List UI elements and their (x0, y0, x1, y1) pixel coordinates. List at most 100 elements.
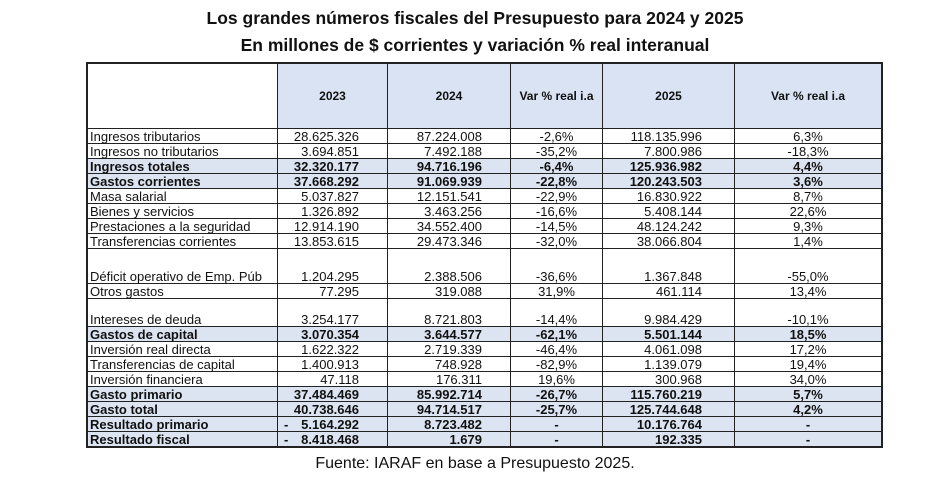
value-2025-text: 5.408.144 (644, 204, 702, 219)
value-2024-text: 748.928 (435, 357, 482, 372)
row-label: Transferencias de capital (86, 356, 278, 372)
value-2025-text: 1.367.848 (644, 269, 702, 284)
row-label-text: Gastos corrientes (90, 174, 201, 189)
table-row: Ingresos no tributarios 3.694.851 7.492.18… (86, 143, 883, 159)
value-2025: 5.501.144 (602, 326, 735, 342)
var-2024-text: -35,2% (535, 144, 578, 159)
row-label: Otros gastos (86, 283, 278, 299)
row-label-text: Transferencias corrientes (90, 234, 237, 249)
value-2025: 9.984.429 (602, 298, 735, 327)
var-2025: -10,1% (734, 298, 883, 327)
value-2025-text: 461.114 (655, 284, 702, 299)
value-2025: 1.139.079 (602, 356, 735, 372)
value-2024: 748.928 (387, 356, 511, 372)
var-2025-text: 1,4% (793, 234, 823, 249)
var-2024: -82,9% (510, 356, 603, 372)
var-2024: - (510, 416, 603, 432)
value-2023: -8.418.468 (277, 431, 388, 448)
value-2023-text: 1.326.892 (301, 204, 359, 219)
value-2025-text: 9.984.429 (644, 312, 702, 327)
value-2025: 10.176.764 (602, 416, 735, 432)
header-var-2025: Var % real i.a (734, 62, 883, 129)
table-row: Transferencias de capital 1.400.913 748.92… (86, 356, 883, 372)
value-2025-text: 7.800.986 (644, 144, 702, 159)
value-2024-text: 2.388.506 (424, 269, 482, 284)
value-2023-text: 47.118 (320, 372, 359, 387)
table-row: Gastos corrientes 37.668.292 91.069.939 -22… (86, 173, 883, 189)
table-row: Ingresos tributarios 28.625.326 87.224.008… (86, 128, 883, 144)
var-2024: -14,4% (510, 298, 603, 327)
value-2024: 85.992.714 (387, 386, 511, 402)
var-2024-text: - (554, 432, 559, 447)
row-label-text: Bienes y servicios (90, 204, 195, 219)
table-row: Déficit operativo de Emp. Púb 1.204.295 2.… (86, 248, 883, 284)
value-2023-text: 1.400.913 (301, 357, 359, 372)
value-2024: 34.552.400 (387, 218, 511, 234)
var-2025: -55,0% (734, 248, 883, 284)
var-2024-text: 19,6% (538, 372, 575, 387)
row-label: Déficit operativo de Emp. Púb (86, 248, 278, 284)
value-2025: 461.114 (602, 283, 735, 299)
value-2024-text: 176.311 (435, 372, 482, 387)
row-label: Ingresos tributarios (86, 128, 278, 144)
value-2024: 319.088 (387, 283, 511, 299)
table-row: Ingresos totales 32.320.177 94.716.196 -6,4… (86, 158, 883, 174)
value-2024: 8.721.803 (387, 298, 511, 327)
var-2025: 1,4% (734, 233, 883, 249)
var-2024-text: -82,9% (535, 357, 578, 372)
var-2025-text: -55,0% (787, 269, 829, 284)
value-2023: -5.164.292 (277, 416, 388, 432)
row-label: Prestaciones a la seguridad (86, 218, 278, 234)
var-2024: -62,1% (510, 326, 603, 342)
var-2024: -35,2% (510, 143, 603, 159)
value-2025: 120.243.503 (602, 173, 735, 189)
var-2024-text: -25,7% (535, 402, 578, 417)
source-footer: Fuente: IARAF en base a Presupuesto 2025… (315, 455, 635, 472)
row-label: Inversión real directa (86, 341, 278, 357)
row-label-text: Resultado primario (90, 417, 209, 432)
var-2024: - (510, 431, 603, 448)
var-2025: 22,6% (734, 203, 883, 219)
var-2024: -25,7% (510, 401, 603, 417)
var-2024-text: 31,9% (538, 284, 575, 299)
value-2025-text: 5.501.144 (644, 327, 702, 342)
var-2024: -36,6% (510, 248, 603, 284)
table-row: Resultado primario -5.164.292 8.723.482-10… (86, 416, 883, 432)
table-row: Masa salarial 5.037.827 12.151.541 -22,9% 16… (86, 188, 883, 204)
value-2025: 48.124.242 (602, 218, 735, 234)
table-row: Otros gastos 77.295 319.088 31,9% 461.114 13,… (86, 283, 883, 299)
table-row: Gastos de capital 3.070.354 3.644.577 -62,1… (86, 326, 883, 342)
var-2024-text: -26,7% (535, 387, 578, 402)
value-2024-text: 2.719.339 (424, 342, 482, 357)
value-2024-text: 7.492.188 (424, 144, 482, 159)
row-label: Gasto primario (86, 386, 278, 402)
table-row: Inversión real directa 1.622.322 2.719.339… (86, 341, 883, 357)
var-2025-text: 6,3% (793, 129, 823, 144)
table-row: Inversión financiera 47.118 176.311 19,6% 30… (86, 371, 883, 387)
value-2024-text: 87.224.008 (416, 129, 482, 144)
value-2024-text: 91.069.939 (416, 174, 482, 189)
row-label-text: Ingresos tributarios (90, 129, 201, 144)
table-row: Transferencias corrientes 13.853.615 29.47… (86, 233, 883, 249)
row-label-text: Intereses de deuda (90, 312, 202, 327)
header-var-2024: Var % real i.a (510, 62, 603, 129)
value-2024-text: 94.716.196 (416, 159, 482, 174)
value-2025-text: 300.968 (655, 372, 702, 387)
value-2024: 29.473.346 (387, 233, 511, 249)
var-2025-text: 19,4% (789, 357, 827, 372)
var-2024: -32,0% (510, 233, 603, 249)
var-2025: 17,2% (734, 341, 883, 357)
var-2025: 34,0% (734, 371, 883, 387)
value-2024-text: 8.721.803 (424, 312, 482, 327)
value-2023: 28.625.326 (277, 128, 388, 144)
row-label: Resultado fiscal (86, 431, 278, 448)
value-2023: 47.118 (277, 371, 388, 387)
var-2025-text: 18,5% (789, 327, 827, 342)
title-line-2: En millones de $ corrientes y variación … (240, 35, 710, 55)
value-2024: 2.719.339 (387, 341, 511, 357)
var-2025: 3,6% (734, 173, 883, 189)
value-2024: 3.644.577 (387, 326, 511, 342)
value-2023: 12.914.190 (277, 218, 388, 234)
value-2025: 300.968 (602, 371, 735, 387)
value-2023: 37.668.292 (277, 173, 388, 189)
